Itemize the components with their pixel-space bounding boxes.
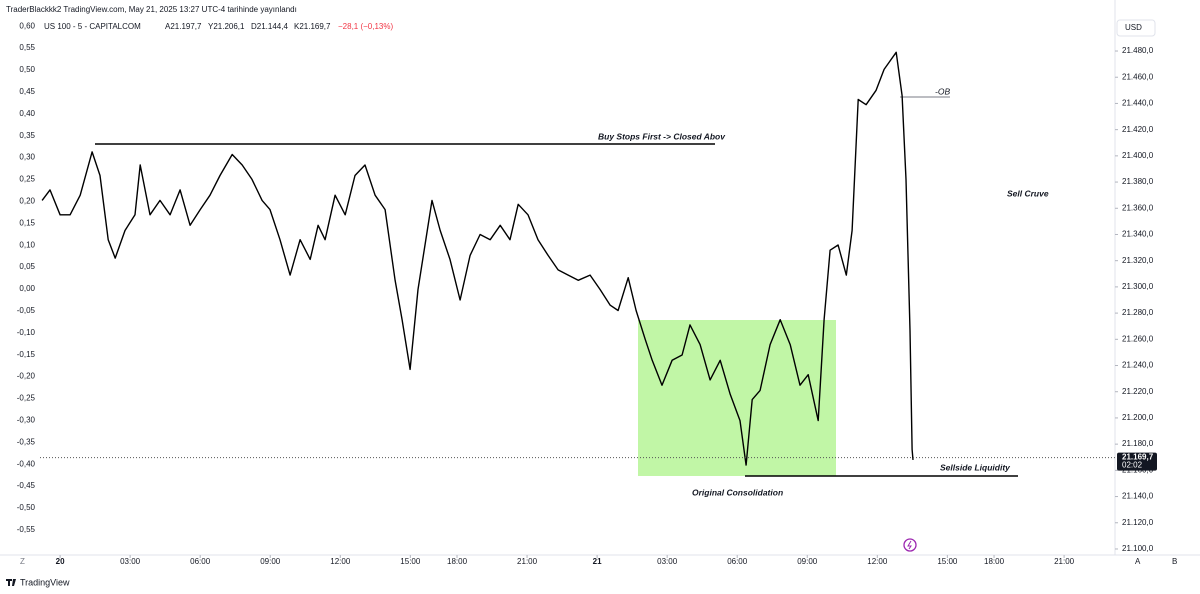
ohlc-close: K21.169,7 <box>294 22 331 31</box>
y-tick-label: 21.320,0 <box>1122 256 1154 265</box>
annotation: Buy Stops First -> Closed Abov <box>598 131 726 141</box>
y-tick-label: 21.140,0 <box>1122 492 1154 501</box>
x-tick-label: 03:00 <box>120 557 141 566</box>
y2-tick-label: -0,25 <box>17 394 36 403</box>
publisher: TraderBlackkk2 TradingView.com, May 21, … <box>6 5 297 14</box>
y2-tick-label: 0,10 <box>19 240 35 249</box>
y-tick-label: 21.340,0 <box>1122 230 1154 239</box>
y2-tick-label: 0,15 <box>19 218 35 227</box>
y2-tick-label: 0,35 <box>19 131 35 140</box>
brand-logo <box>6 579 16 586</box>
y2-tick-label: -0,40 <box>17 459 36 468</box>
y-tick-label: 21.280,0 <box>1122 308 1154 317</box>
brand: TradingView <box>20 577 70 587</box>
y-tick-label: 21.360,0 <box>1122 203 1154 212</box>
annotation: Original Consolidation <box>692 487 783 497</box>
y2-tick-label: 0,00 <box>19 284 35 293</box>
ohlc-low: D21.144,4 <box>251 22 288 31</box>
footer-log[interactable]: B <box>1172 557 1177 566</box>
y2-tick-label: 0,25 <box>19 175 35 184</box>
ohlc-open: A21.197,7 <box>165 22 202 31</box>
y2-tick-label: -0,50 <box>17 503 36 512</box>
y2-tick-label: -0,55 <box>17 525 36 534</box>
y-tick-label: 21.480,0 <box>1122 46 1154 55</box>
currency-box[interactable] <box>1116 19 1156 37</box>
y2-tick-label: 0,50 <box>19 65 35 74</box>
y2-tick-label: 0,05 <box>19 262 35 271</box>
y-tick-label: 21.400,0 <box>1122 151 1154 160</box>
x-tick-label: 21:00 <box>517 557 538 566</box>
annotation: Sellside Liquidity <box>940 462 1011 472</box>
y2-tick-label: -0,30 <box>17 416 36 425</box>
footer-timezone[interactable]: Z <box>20 557 25 566</box>
y-tick-label: 21.180,0 <box>1122 439 1154 448</box>
y2-tick-label: -0,15 <box>17 350 36 359</box>
y2-tick-label: 0,60 <box>19 21 35 30</box>
annotation: -OB <box>935 86 950 96</box>
y-tick-label: 21.380,0 <box>1122 177 1154 186</box>
y2-tick-label: 0,30 <box>19 153 35 162</box>
y2-tick-label: -0,45 <box>17 481 36 490</box>
ohlc-high: Y21.206,1 <box>208 22 245 31</box>
consolidation-box[interactable] <box>638 320 836 476</box>
x-tick-label: 06:00 <box>727 557 748 566</box>
y2-tick-label: 0,20 <box>19 197 35 206</box>
x-tick-label: 20 <box>56 557 65 566</box>
x-tick-label: 18:00 <box>984 557 1005 566</box>
x-tick-label: 21:00 <box>1054 557 1075 566</box>
x-tick-label: 18:00 <box>447 557 468 566</box>
change: −28,1 (−0,13%) <box>338 22 393 31</box>
y-tick-label: 21.460,0 <box>1122 72 1154 81</box>
x-tick-label: 15:00 <box>937 557 958 566</box>
annotation: Sell Cruve <box>1007 188 1049 198</box>
symbol: US 100 - 5 - CAPITALCOM <box>44 22 141 31</box>
y2-tick-label: 0,45 <box>19 87 35 96</box>
y-tick-label: 21.220,0 <box>1122 387 1154 396</box>
y-tick-label: 21.200,0 <box>1122 413 1154 422</box>
x-tick-label: 12:00 <box>330 557 351 566</box>
y-tick-label: 21.120,0 <box>1122 518 1154 527</box>
y2-tick-label: -0,05 <box>17 306 36 315</box>
y-tick-label: 21.440,0 <box>1122 99 1154 108</box>
y2-tick-label: -0,10 <box>17 328 36 337</box>
x-tick-label: 12:00 <box>867 557 888 566</box>
x-tick-label: 21 <box>593 557 602 566</box>
last-price-label: 21.169,7 <box>1122 453 1154 462</box>
countdown: 02:02 <box>1122 461 1143 470</box>
footer-auto[interactable]: A <box>1135 557 1141 566</box>
y-tick-label: 21.300,0 <box>1122 282 1154 291</box>
event-icon[interactable] <box>903 538 917 552</box>
y-tick-label: 21.260,0 <box>1122 334 1154 343</box>
last-price-tag <box>1117 452 1157 471</box>
y-tick-label: 21.240,0 <box>1122 361 1154 370</box>
x-tick-label: 09:00 <box>260 557 281 566</box>
y2-tick-label: -0,20 <box>17 372 36 381</box>
price-line <box>41 51 914 466</box>
y2-tick-label: 0,55 <box>19 43 35 52</box>
x-tick-label: 03:00 <box>657 557 678 566</box>
x-tick-label: 06:00 <box>190 557 211 566</box>
event-icon-bolt <box>907 540 912 550</box>
x-tick-label: 09:00 <box>797 557 818 566</box>
x-tick-label: 15:00 <box>400 557 421 566</box>
y-tick-label: 21.100,0 <box>1122 544 1154 553</box>
y-tick-label: 21.420,0 <box>1122 125 1154 134</box>
y2-tick-label: 0,40 <box>19 109 35 118</box>
y2-tick-label: -0,35 <box>17 437 36 446</box>
currency: USD <box>1125 23 1142 32</box>
